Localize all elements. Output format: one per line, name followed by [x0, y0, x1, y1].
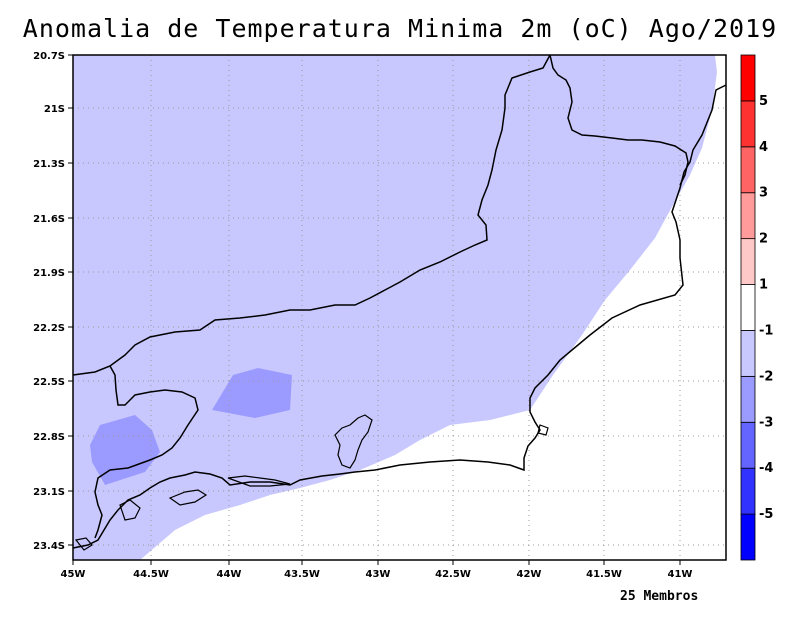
- colorbar-swatch: [740, 467, 756, 515]
- x-tick-label: 43W: [366, 569, 391, 580]
- x-tick-label: 42.5W: [435, 569, 471, 580]
- colorbar-label: 3: [759, 186, 768, 201]
- y-tick-label: 22.2S: [33, 323, 65, 334]
- y-tick-label: 21.3S: [33, 159, 65, 170]
- state-border-north: [72, 54, 689, 376]
- colorbar-swatch: [740, 192, 756, 240]
- y-tick-label: 23.4S: [33, 541, 65, 552]
- y-tick-label: 21.6S: [33, 214, 65, 225]
- plot-frame: [72, 54, 727, 561]
- colorbar-label: 5: [759, 94, 768, 109]
- x-tick-label: 42W: [517, 569, 542, 580]
- x-tick-label: 43.5W: [284, 569, 320, 580]
- grid-lines: [73, 55, 726, 560]
- colorbar-label: -2: [759, 369, 773, 384]
- coastline: [72, 84, 727, 549]
- x-tick-label: 44.5W: [133, 569, 169, 580]
- anomaly-patch-central: [212, 368, 292, 418]
- colorbar: -5 -4 -3 -2 -1 1 2 3 4 5: [740, 54, 773, 561]
- y-axis: 20.7S 21S 21.3S 21.6S 21.9S 22.2S 22.5S …: [33, 51, 73, 552]
- colorbar-swatch: [740, 513, 756, 561]
- colorbar-swatch: [740, 100, 756, 148]
- y-tick-label: 22.5S: [33, 377, 65, 388]
- colorbar-label: 2: [759, 232, 768, 247]
- y-tick-label: 21.9S: [33, 268, 65, 279]
- x-tick-label: 41.5W: [586, 569, 622, 580]
- anomaly-patch-west: [90, 415, 160, 485]
- colorbar-label: -1: [759, 323, 773, 338]
- x-tick-label: 45W: [61, 569, 86, 580]
- y-tick-label: 20.7S: [33, 51, 65, 62]
- y-tick-label: 21S: [44, 104, 65, 115]
- colorbar-swatch: [740, 421, 756, 469]
- y-tick-label: 23.1S: [33, 487, 65, 498]
- colorbar-swatch: [740, 330, 756, 377]
- colorbar-swatch: [740, 284, 756, 331]
- y-tick-label: 22.8S: [33, 432, 65, 443]
- state-border-west: [94, 365, 199, 539]
- colorbar-swatch: [740, 54, 756, 102]
- colorbar-label: -4: [759, 461, 773, 476]
- x-tick-label: 44W: [217, 569, 242, 580]
- x-tick-label: 41W: [668, 569, 693, 580]
- anomaly-region-minus1-minus2: [73, 55, 717, 560]
- colorbar-swatch: [740, 238, 756, 285]
- members-note: 25 Membros: [620, 589, 699, 604]
- colorbar-label: 1: [759, 278, 768, 293]
- colorbar-swatch: [740, 375, 756, 423]
- coastal-islands: [74, 414, 549, 551]
- map-title: Anomalia de Temperatura Minima 2m (oC) A…: [22, 14, 778, 43]
- colorbar-label: -3: [759, 415, 773, 430]
- colorbar-label: 4: [759, 140, 768, 155]
- colorbar-label: -5: [759, 507, 773, 522]
- x-axis: 45W 44.5W 44W 43.5W 43W 42.5W 42W 41.5W …: [61, 560, 693, 580]
- colorbar-swatch: [740, 146, 756, 194]
